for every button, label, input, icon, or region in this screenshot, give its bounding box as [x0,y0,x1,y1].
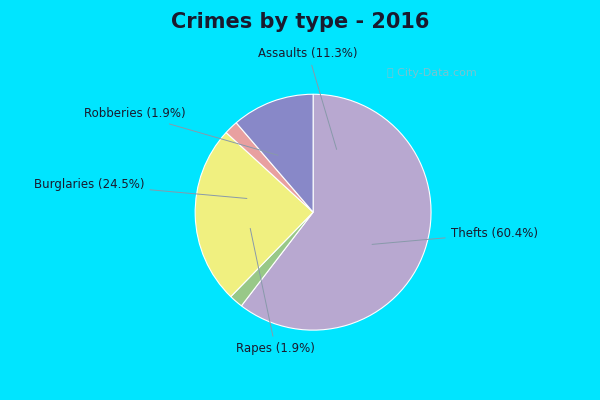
Wedge shape [236,94,313,212]
Text: Assaults (11.3%): Assaults (11.3%) [259,47,358,149]
Text: Thefts (60.4%): Thefts (60.4%) [372,227,538,244]
Text: Rapes (1.9%): Rapes (1.9%) [236,228,315,355]
Wedge shape [226,123,313,212]
Wedge shape [195,132,313,297]
Wedge shape [231,212,313,306]
Text: ⓘ City-Data.com: ⓘ City-Data.com [387,68,477,78]
Text: Burglaries (24.5%): Burglaries (24.5%) [34,178,247,198]
Text: Crimes by type - 2016: Crimes by type - 2016 [171,12,429,32]
Wedge shape [241,94,431,330]
Text: Robberies (1.9%): Robberies (1.9%) [84,108,278,155]
